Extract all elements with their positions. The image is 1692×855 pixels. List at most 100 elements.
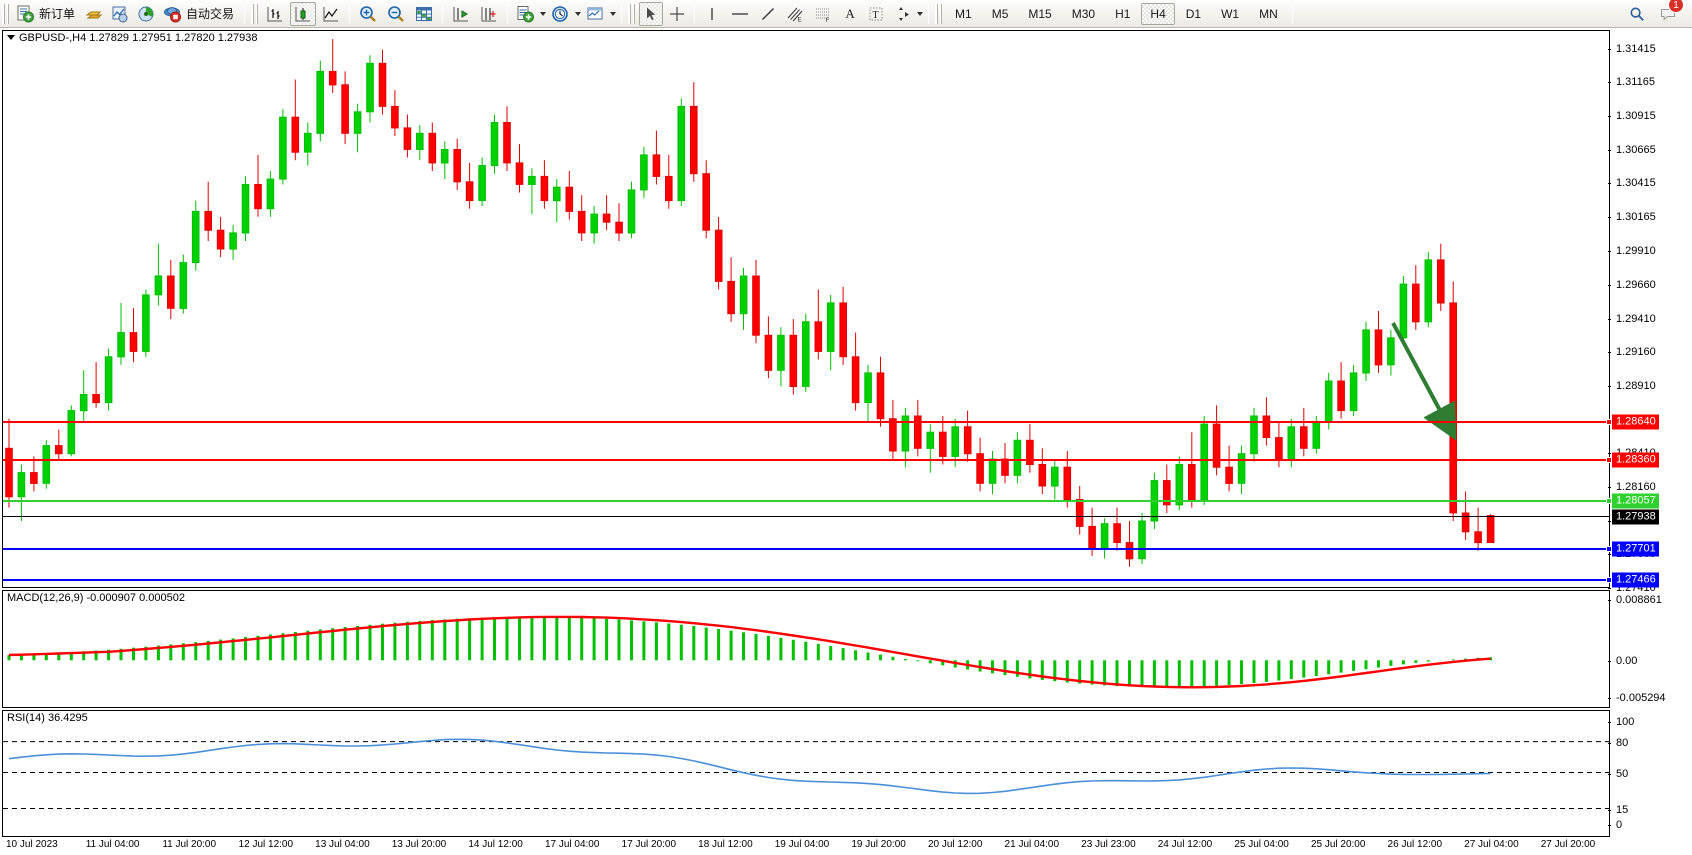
candlestick-chart-button[interactable] xyxy=(290,1,317,26)
candlestick-icon xyxy=(295,6,311,21)
timeframe-m15[interactable]: M15 xyxy=(1028,6,1052,21)
price-axis[interactable]: 1.31415 1.31165 1.30915 1.30665 1.30415 1.301… xyxy=(1608,30,1692,594)
timeframe-h1[interactable]: H1 xyxy=(1115,6,1131,21)
templates-button[interactable] xyxy=(583,2,607,26)
price-level-line-resistance-1[interactable] xyxy=(3,457,1612,464)
zoom-out-icon xyxy=(388,5,404,22)
sell-book-button[interactable] xyxy=(82,2,106,26)
auto-scroll-button[interactable] xyxy=(476,2,502,26)
time-tick: 11 Jul 20:00 xyxy=(162,839,217,850)
timeframe-m1[interactable]: M1 xyxy=(955,6,972,21)
zoom-out-button[interactable] xyxy=(383,2,409,26)
price-tick: 1.29160 xyxy=(1608,346,1656,358)
new-order-button[interactable]: 新订单 xyxy=(13,2,80,26)
time-tick: 25 Jul 20:00 xyxy=(1310,839,1366,850)
search-icon xyxy=(1630,6,1644,21)
symbol-header: GBPUSD-,H4 1.27829 1.27951 1.27820 1.279… xyxy=(7,32,258,44)
text-label-button[interactable]: T xyxy=(864,2,888,26)
rsi-header: RSI(14) 36.4295 xyxy=(7,712,88,724)
timeframe-group: M1 M5 M15 M30 H1 H4 D1 W1 MN xyxy=(945,2,1288,25)
rsi-pane[interactable]: RSI(14) 36.4295 xyxy=(2,710,1610,837)
line-chart-icon xyxy=(323,6,339,21)
search-button[interactable] xyxy=(1625,2,1649,26)
macd-tick: -0.005294 xyxy=(1608,692,1666,704)
line-chart-button[interactable] xyxy=(318,2,344,26)
auto-trading-icon xyxy=(164,6,182,22)
toolbar-separator-5 xyxy=(621,3,623,24)
time-tick: 21 Jul 04:00 xyxy=(1004,839,1060,850)
bar-chart-icon xyxy=(267,6,283,21)
time-axis[interactable]: 10 Jul 2023 11 Jul 04:00 11 Jul 20:00 12 Ju… xyxy=(2,839,1610,855)
macd-axis[interactable]: 0.008861 0.00 -0.005294 xyxy=(1607,590,1692,708)
toolbar-grip[interactable] xyxy=(2,3,9,24)
signals-button[interactable] xyxy=(134,2,158,26)
templates-dropdown-arrow[interactable] xyxy=(608,2,617,26)
chart-area[interactable]: GBPUSD-,H4 1.27829 1.27951 1.27820 1.279… xyxy=(0,28,1692,855)
collapse-triangle-icon[interactable] xyxy=(7,35,15,40)
equidistant-channel-button[interactable]: E xyxy=(782,2,808,26)
toolbar-grip-2[interactable] xyxy=(251,3,259,24)
toolbar-separator-4 xyxy=(507,3,509,24)
toolbar-grip-3[interactable] xyxy=(628,3,636,24)
time-tick: 23 Jul 23:00 xyxy=(1081,839,1136,850)
time-tick: 14 Jul 12:00 xyxy=(468,839,523,850)
period-button[interactable] xyxy=(548,2,572,26)
price-pane[interactable]: GBPUSD-,H4 1.27829 1.27951 1.27820 1.279… xyxy=(2,30,1612,588)
price-tick: 1.29660 xyxy=(1608,279,1656,291)
price-tag-last-price-3[interactable]: 1.27938 xyxy=(1612,509,1659,525)
auto-trading-button[interactable]: 自动交易 xyxy=(160,2,239,26)
toolbar-separator-3 xyxy=(442,3,444,24)
timeframe-d1[interactable]: D1 xyxy=(1185,6,1202,21)
time-tick: 26 Jul 12:00 xyxy=(1387,839,1443,850)
trendline-button[interactable] xyxy=(756,2,780,26)
price-tag-resistance-1[interactable]: 1.28360 xyxy=(1612,452,1659,468)
new-chart-button[interactable] xyxy=(513,2,537,26)
level-drag-handle[interactable] xyxy=(1606,457,1612,464)
timeframe-w1[interactable]: W1 xyxy=(1221,6,1240,21)
vertical-line-button[interactable] xyxy=(700,2,724,26)
fibonacci-button[interactable]: F xyxy=(810,2,836,26)
zoom-in-button[interactable] xyxy=(355,2,381,26)
cursor-button[interactable] xyxy=(639,1,664,26)
price-level-line-last-price-3[interactable] xyxy=(3,515,1609,517)
new-order-label: 新订单 xyxy=(39,7,76,21)
bar-chart-button[interactable] xyxy=(262,2,288,26)
level-drag-handle[interactable] xyxy=(1606,419,1612,426)
macd-pane[interactable]: MACD(12,26,9) -0.000907 0.000502 xyxy=(2,590,1610,708)
price-level-line-support-2[interactable] xyxy=(3,497,1612,504)
price-level-line-target-4[interactable] xyxy=(3,545,1612,552)
arrows-dropdown-arrow[interactable] xyxy=(915,2,924,26)
arrows-button[interactable] xyxy=(890,2,914,26)
shift-end-button[interactable] xyxy=(448,2,474,26)
rsi-plot xyxy=(3,738,1609,809)
data-window-button[interactable] xyxy=(411,2,437,26)
price-tick: 1.30165 xyxy=(1608,211,1656,223)
price-annotations xyxy=(1391,322,1457,441)
price-tag-target-4[interactable]: 1.27701 xyxy=(1612,541,1659,557)
crosshair-button[interactable] xyxy=(665,2,689,26)
level-drag-handle[interactable] xyxy=(1606,497,1612,504)
market-watch-button[interactable] xyxy=(108,2,132,26)
timeframe-h4[interactable]: H4 xyxy=(1141,2,1175,25)
price-tag-resistance-0[interactable]: 1.28640 xyxy=(1612,414,1659,430)
level-drag-handle[interactable] xyxy=(1606,545,1612,552)
radar-icon xyxy=(138,6,154,21)
timeframe-m30[interactable]: M30 xyxy=(1071,6,1096,21)
price-level-line-target-5[interactable] xyxy=(3,577,1612,584)
new-chart-dropdown-arrow[interactable] xyxy=(538,2,547,26)
rsi-axis[interactable]: 100 80 50 15 0 xyxy=(1607,710,1692,837)
toolbar-separator-7 xyxy=(928,3,930,24)
horizontal-line-icon xyxy=(732,12,749,15)
period-dropdown-arrow[interactable] xyxy=(573,2,582,26)
timeframe-m5[interactable]: M5 xyxy=(991,6,1009,21)
horizontal-line-button[interactable] xyxy=(726,2,754,26)
level-drag-handle[interactable] xyxy=(1606,577,1612,584)
text-button[interactable]: A xyxy=(845,5,855,21)
timeframe-mn[interactable]: MN xyxy=(1259,6,1278,21)
price-level-line-resistance-0[interactable] xyxy=(3,419,1612,426)
notifications-button[interactable]: 1 xyxy=(1656,0,1684,26)
price-tag-support-2[interactable]: 1.28057 xyxy=(1612,493,1659,509)
price-tag-target-5[interactable]: 1.27466 xyxy=(1612,572,1659,588)
macd-tick: 0.00 xyxy=(1607,655,1637,667)
toolbar-grip-4[interactable] xyxy=(935,3,943,24)
